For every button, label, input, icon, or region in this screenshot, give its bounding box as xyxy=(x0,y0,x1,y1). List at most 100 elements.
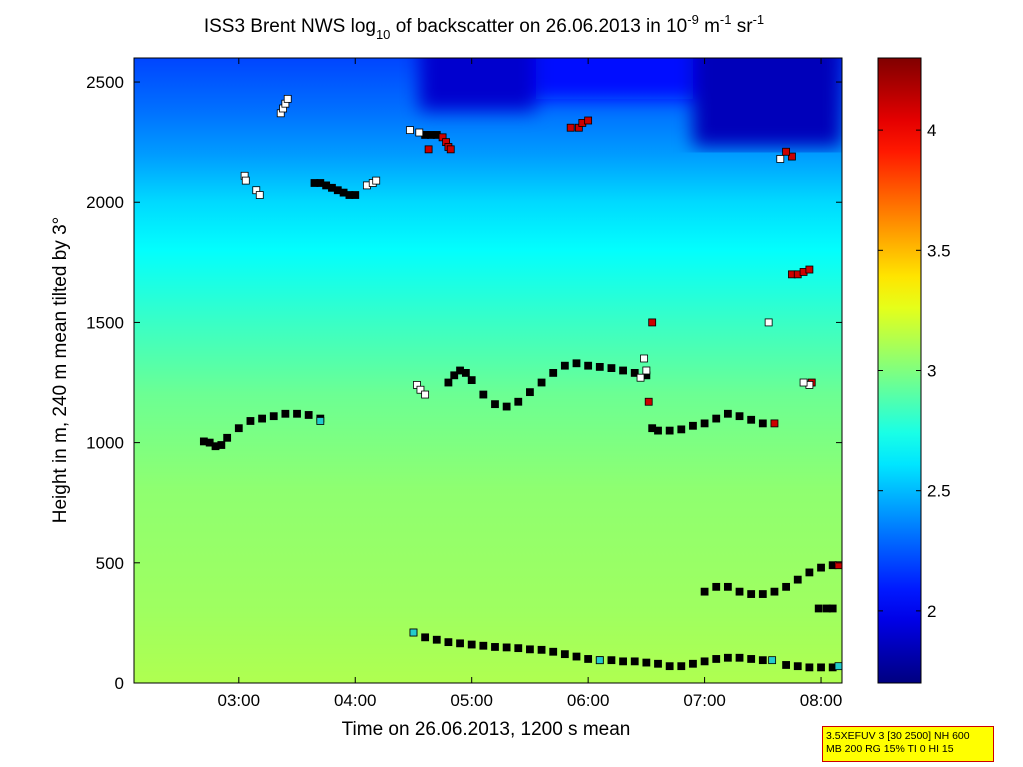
red-2320-marker xyxy=(566,123,575,132)
dark-region-2 xyxy=(535,58,693,99)
layer-low-marker xyxy=(549,647,558,656)
x-tick-label: 03:00 xyxy=(218,691,261,710)
x-axis-label: Time on 26.06.2013, 1200 s mean xyxy=(342,719,631,740)
layer-1050-marker xyxy=(677,425,686,434)
layer-wave-marker xyxy=(549,369,558,377)
layer-wave-marker xyxy=(619,366,627,375)
layer-400-marker xyxy=(817,563,825,572)
x-tick-label: 07:00 xyxy=(683,691,726,710)
layer-1050-marker xyxy=(665,426,674,435)
layer-400-marker xyxy=(782,582,791,591)
layer-low-marker xyxy=(758,656,767,665)
cyan-marks-marker xyxy=(768,656,777,665)
colorbar-tick-label: 3 xyxy=(927,362,936,381)
cyan-marks-marker xyxy=(595,656,604,665)
layer-low-marker xyxy=(689,659,697,668)
layer-low-marker xyxy=(700,657,709,666)
layer-low-marker xyxy=(491,643,499,651)
red-scatter-marker xyxy=(788,152,796,161)
colorbar-tick-label: 4 xyxy=(927,121,936,140)
colorbar-ticks: 2 2.5 3 3.5 4 xyxy=(878,121,951,621)
layer-300-marker xyxy=(828,604,837,613)
colorbar xyxy=(878,58,921,683)
field-background xyxy=(134,58,842,683)
white-2080b-marker xyxy=(372,176,381,185)
layer-1000-marker xyxy=(223,433,232,442)
colorbar-tick-label: 2.5 xyxy=(927,482,951,501)
white-scatter-marker xyxy=(642,366,651,375)
layer-low-end-marker xyxy=(782,661,791,669)
white-scatter-marker xyxy=(636,373,645,382)
layer-400-marker xyxy=(793,575,802,584)
red-2320-marker xyxy=(584,116,593,125)
layer-wave-marker xyxy=(450,371,459,380)
layer-1050-marker xyxy=(723,409,732,418)
white-scatter-marker xyxy=(799,378,808,387)
y-axis-label: Height in m, 240 m mean tilted by 3° xyxy=(50,217,71,523)
layer-400-marker xyxy=(747,590,756,598)
layer-markers xyxy=(199,94,842,672)
layer-400-marker xyxy=(758,590,767,598)
layer-low-marker xyxy=(723,653,732,662)
info-line-1: 3.5XEFUV 3 [30 2500] NH 600 xyxy=(826,730,970,742)
y-tick-label: 2000 xyxy=(86,193,124,212)
layer-wave-marker xyxy=(444,378,453,387)
layer-low-marker xyxy=(607,656,616,665)
layer-1000-marker xyxy=(293,409,301,418)
layer-400-marker xyxy=(712,582,721,591)
info-box: 3.5XEFUV 3 [30 2500] NH 600 MB 200 RG 15… xyxy=(822,726,994,762)
layer-1050-marker xyxy=(700,419,709,428)
layer-wave-marker xyxy=(461,369,470,377)
layer-1050-marker xyxy=(654,426,662,435)
white-2080-marker xyxy=(255,191,264,199)
layer-wave-marker xyxy=(479,390,488,399)
red-2250-marker xyxy=(424,145,433,154)
x-axis-ticks: 03:00 04:00 05:00 06:00 07:00 08:00 xyxy=(218,58,842,710)
layer-1050-marker xyxy=(735,412,744,421)
white-scatter-marker xyxy=(776,155,785,163)
layer-low-end-marker xyxy=(805,663,814,672)
layer-low-marker xyxy=(619,657,627,666)
cyan-marks-marker xyxy=(834,662,842,671)
backscatter-heatmap xyxy=(134,58,842,683)
white-1230-marker xyxy=(421,390,430,399)
layer-low-marker xyxy=(560,650,569,659)
layer-1000-marker xyxy=(304,411,313,419)
red-1700-marker xyxy=(805,265,814,274)
layer-low-marker xyxy=(479,641,488,650)
layer-wave-marker xyxy=(584,361,593,370)
red-scatter-marker xyxy=(770,419,779,428)
white-2400-marker xyxy=(283,94,292,103)
y-axis-ticks: 0 500 1000 1500 2000 2500 xyxy=(86,73,842,693)
chart-title: ISS3 Brent NWS log10 of backscatter on 2… xyxy=(204,12,764,42)
layer-low-end-marker xyxy=(793,662,802,671)
layer-1000-marker xyxy=(269,412,278,421)
white-2080-marker xyxy=(241,176,250,185)
layer-wave-marker xyxy=(572,359,581,368)
layer-2050-marker xyxy=(351,191,360,199)
layer-low-marker xyxy=(421,633,430,642)
layer-1000-marker xyxy=(217,441,226,449)
y-tick-label: 2500 xyxy=(86,73,124,92)
colorbar-tick-label: 3.5 xyxy=(927,241,951,260)
y-tick-label: 500 xyxy=(96,554,124,573)
layer-1000-marker xyxy=(246,417,255,425)
layer-1050-marker xyxy=(747,415,756,424)
layer-low-marker xyxy=(630,657,639,666)
layer-low-marker xyxy=(654,659,662,668)
layer-1050-marker xyxy=(689,421,697,430)
info-line-2: MB 200 RG 15% TI 0 HI 15 xyxy=(826,743,954,755)
layer-wave-marker xyxy=(514,397,523,406)
x-tick-label: 05:00 xyxy=(450,691,493,710)
layer-wave-marker xyxy=(537,378,546,387)
dark-region-1 xyxy=(419,58,536,111)
white-scatter-marker xyxy=(764,318,773,327)
layer-low-marker xyxy=(642,658,651,667)
layer-wave-marker xyxy=(607,364,616,372)
white-scatter-marker xyxy=(640,354,648,363)
white-top-marker xyxy=(415,128,424,137)
layer-wave-marker xyxy=(491,400,499,409)
layer-1000-marker xyxy=(258,414,266,423)
plot-frame xyxy=(133,57,843,684)
